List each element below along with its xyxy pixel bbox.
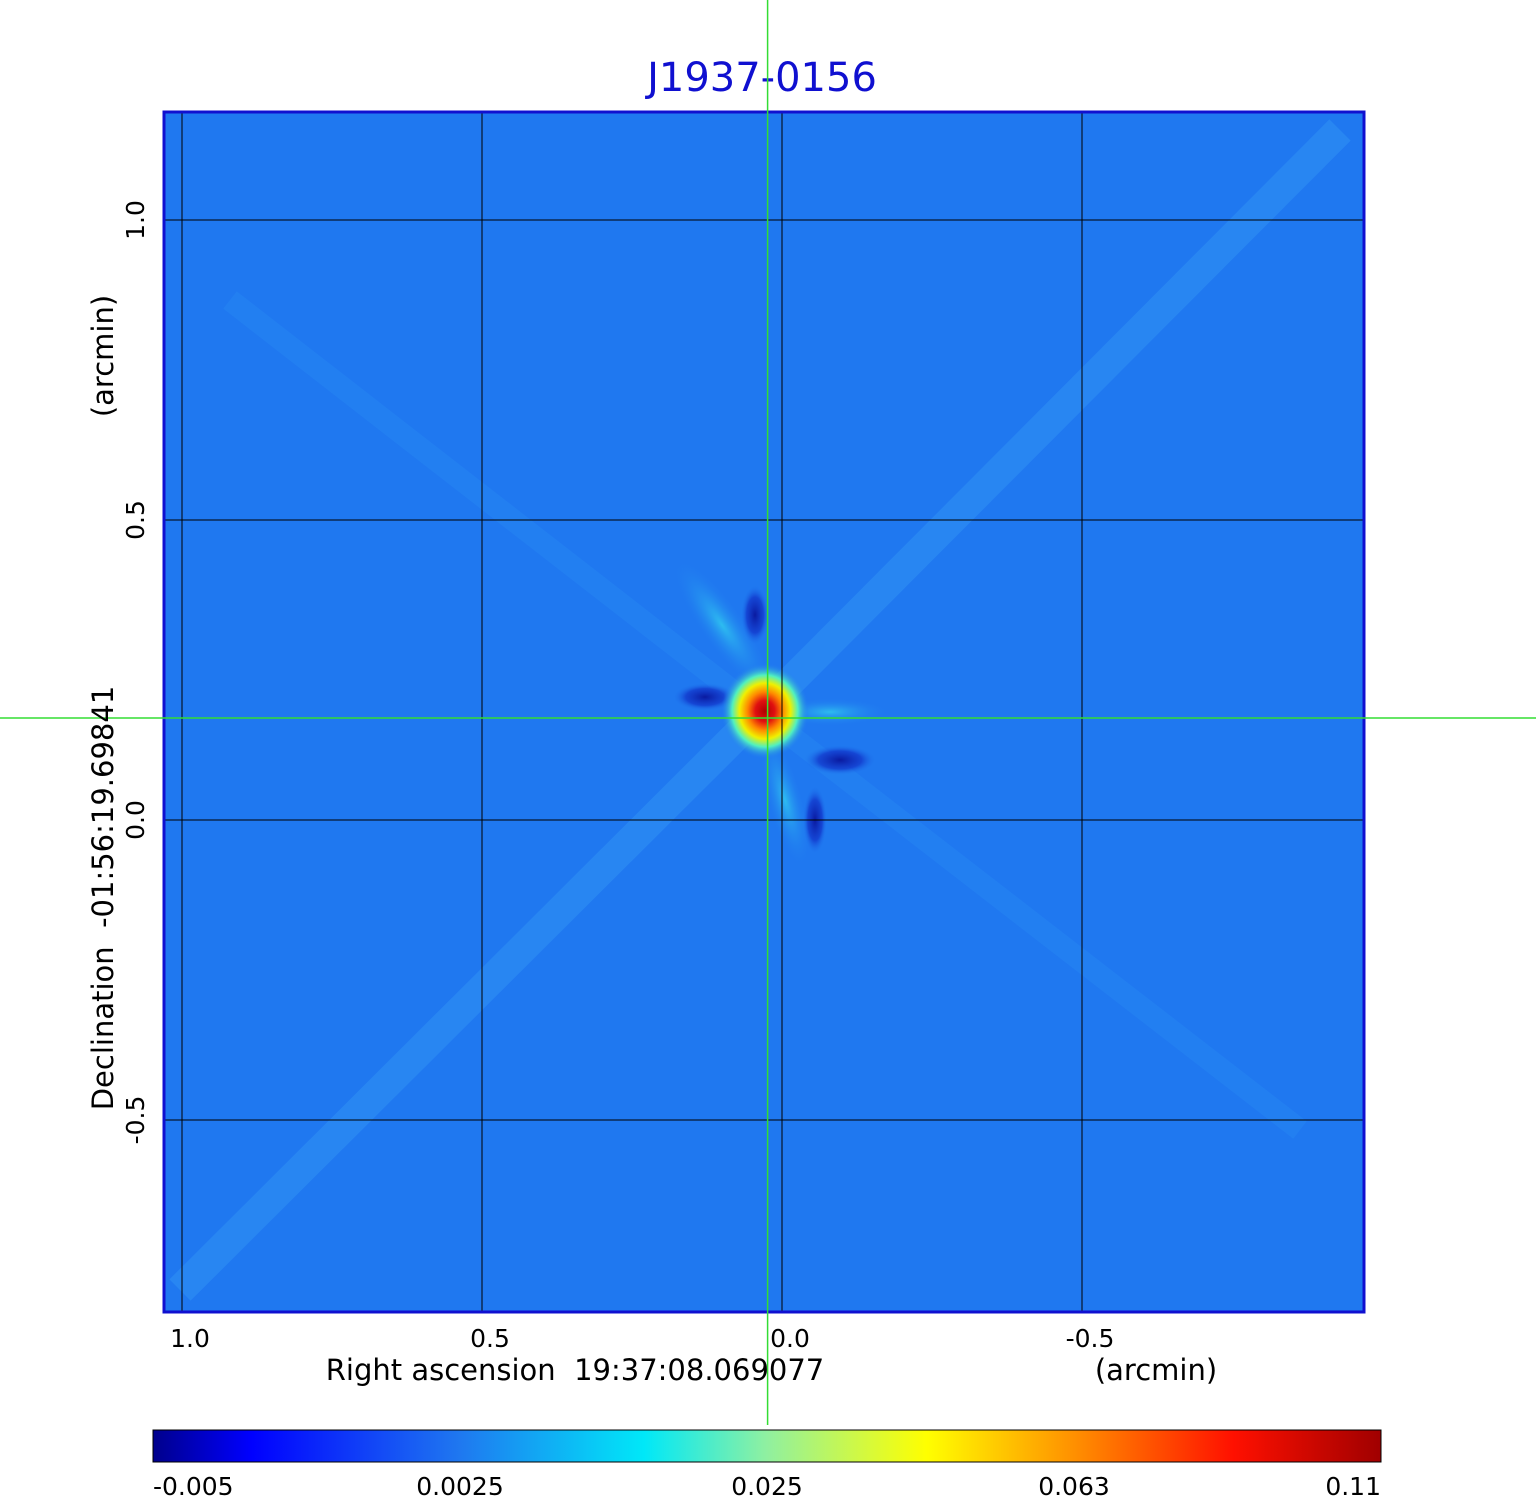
x-tick-label: -0.5 <box>1066 1324 1115 1353</box>
sidelobe-negative-se <box>804 745 876 775</box>
colorbar-tick-label: -0.005 <box>153 1472 234 1500</box>
y-tick-label: 0.0 <box>121 800 150 840</box>
x-axis-label: Right ascension 19:37:08.069077 <box>326 1353 825 1387</box>
image-artefacts <box>169 119 1351 1301</box>
chart-title: J1937-0156 <box>644 55 877 101</box>
sidelobe-negative-n <box>741 585 769 645</box>
colorbar-tick-label: 0.063 <box>1038 1472 1110 1500</box>
sidelobe-negative-w <box>673 683 737 711</box>
sky-image <box>164 112 1364 1312</box>
plot-frame <box>162 110 1366 1314</box>
y-axis-label: Declination -01:56:19.69841 <box>86 686 120 1111</box>
y-axis-unit: (arcmin) <box>86 295 120 417</box>
x-axis-unit: (arcmin) <box>1095 1353 1217 1387</box>
colorbar-tick-label: 0.11 <box>1325 1472 1381 1500</box>
sidelobe-positive-ne <box>672 558 772 692</box>
x-axis-ticks: 1.0 0.5 0.0 -0.5 <box>170 1324 1114 1353</box>
colorbar-tick-label: 0.025 <box>731 1472 803 1500</box>
x-tick-label: 1.0 <box>170 1324 210 1353</box>
x-tick-label: 0.0 <box>770 1324 810 1353</box>
y-tick-label: 1.0 <box>121 200 150 240</box>
y-axis-ticks: 1.0 0.5 0.0 -0.5 <box>121 200 150 1144</box>
colorbar <box>152 1429 1382 1463</box>
grid-lines <box>164 112 1364 1312</box>
y-tick-label: -0.5 <box>121 1096 150 1145</box>
x-tick-label: 0.5 <box>470 1324 510 1353</box>
y-tick-label: 0.5 <box>121 500 150 540</box>
colorbar-tick-label: 0.0025 <box>416 1472 503 1500</box>
colorbar-ticks: -0.005 0.0025 0.025 0.063 0.11 <box>153 1472 1381 1500</box>
sidelobe-positive-s <box>759 732 811 868</box>
source-peak <box>721 663 809 759</box>
